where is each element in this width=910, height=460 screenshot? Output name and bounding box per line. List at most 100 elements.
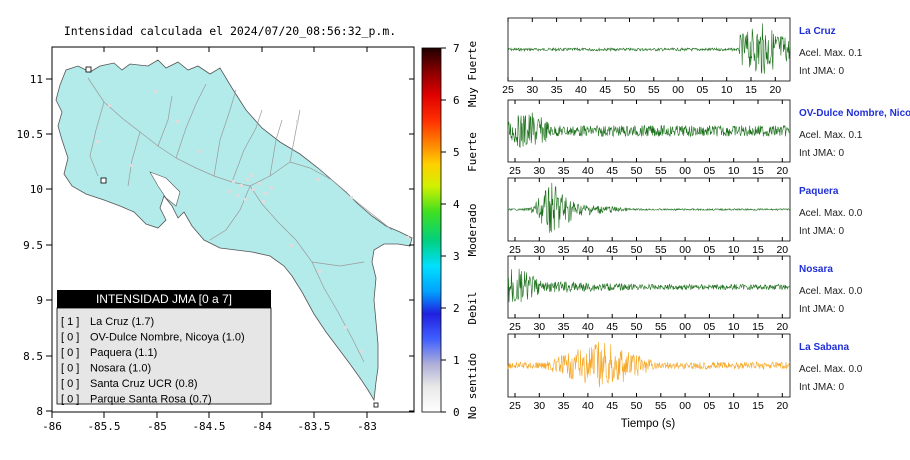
waveform-trace bbox=[507, 112, 791, 148]
time-tick-label: 15 bbox=[752, 400, 764, 412]
colorbar-gradient bbox=[421, 47, 442, 413]
legend-item-level: [ 0 ] bbox=[61, 394, 79, 406]
time-tick-label: 05 bbox=[704, 165, 716, 177]
time-tick-label: 30 bbox=[533, 244, 545, 256]
lat-tick-label: 9.5 bbox=[23, 239, 43, 252]
lon-tick-label: -83 bbox=[357, 420, 377, 433]
station-name[interactable]: La Sabana bbox=[799, 342, 849, 353]
time-tick-label: 30 bbox=[526, 84, 538, 96]
colorbar-band-label: Debil bbox=[466, 291, 479, 324]
time-tick-label: 05 bbox=[704, 244, 716, 256]
time-tick-label: 45 bbox=[599, 84, 611, 96]
lat-tick-label: 10.5 bbox=[17, 128, 44, 141]
time-tick-label: 25 bbox=[509, 244, 521, 256]
costa-rica-land bbox=[55, 59, 413, 402]
legend-item-level: [ 0 ] bbox=[61, 332, 79, 344]
colorbar-band-label: Muy Fuerte bbox=[466, 41, 479, 107]
station-name[interactable]: OV-Dulce Nombre, Nicoya bbox=[799, 108, 910, 119]
map-frame bbox=[51, 46, 415, 413]
station-accel: Acel. Max. 0.0 bbox=[799, 286, 863, 297]
station-marker-la-cruz[interactable] bbox=[85, 66, 92, 73]
colorbar-ticks: 0 1 2 3 4 5 6 7 bbox=[441, 42, 460, 419]
time-tick-label: 45 bbox=[606, 165, 618, 177]
time-tick-label: 55 bbox=[655, 244, 667, 256]
time-tick-label: 20 bbox=[776, 244, 788, 256]
time-tick-label: 20 bbox=[776, 400, 788, 412]
time-tick-label: 00 bbox=[679, 244, 691, 256]
legend-item-level: [ 0 ] bbox=[61, 363, 79, 375]
time-tick-label: 15 bbox=[745, 84, 757, 96]
time-tick-label: 25 bbox=[509, 400, 521, 412]
city-markers bbox=[96, 90, 409, 353]
station-marker-santa-cruz[interactable] bbox=[100, 177, 107, 184]
time-tick-label: 25 bbox=[509, 321, 521, 333]
time-tick-label: 25 bbox=[509, 165, 521, 177]
time-tick-label: 50 bbox=[631, 321, 643, 333]
legend-item-level: [ 0 ] bbox=[61, 378, 79, 390]
lat-tick-label: 11 bbox=[30, 73, 43, 86]
station-accel: Acel. Max. 0.1 bbox=[799, 130, 863, 141]
time-tick-label: 55 bbox=[648, 84, 660, 96]
waveform-panel: 25 30 35 40 45 50 55 00 05 10 15 20 La Cruz Acel. Max… bbox=[502, 17, 863, 96]
time-tick-label: 50 bbox=[631, 165, 643, 177]
gulf-of-nicoya bbox=[149, 171, 181, 207]
lon-tick-label: -83.5 bbox=[297, 420, 330, 433]
station-marker-sur[interactable] bbox=[373, 402, 379, 408]
station-name[interactable]: Paquera bbox=[799, 186, 839, 197]
colorbar-band-label: Moderado bbox=[466, 204, 479, 257]
station-intensity: Int JMA: 0 bbox=[799, 382, 844, 393]
time-tick-label: 00 bbox=[679, 400, 691, 412]
time-tick-label: 10 bbox=[721, 84, 733, 96]
time-tick-label: 35 bbox=[558, 400, 570, 412]
map-title: Intensidad calculada el 2024/07/20_08:56… bbox=[64, 24, 396, 38]
colorbar-band-labels: No sentido Debil Moderado Fuerte Muy Fuerte bbox=[466, 41, 479, 419]
time-tick-label: 50 bbox=[631, 400, 643, 412]
time-tick-label: 20 bbox=[769, 84, 781, 96]
legend-title: INTENSIDAD JMA [0 a 7] bbox=[96, 292, 232, 306]
station-intensity: Int JMA: 0 bbox=[799, 304, 844, 315]
colorbar-tick-label: 3 bbox=[453, 250, 460, 263]
colorbar-tick-label: 2 bbox=[453, 302, 460, 315]
time-tick-label: 45 bbox=[606, 244, 618, 256]
legend-item-label: Parque Santa Rosa (0.7) bbox=[90, 394, 212, 406]
time-tick-label: 55 bbox=[655, 165, 667, 177]
time-tick-label: 05 bbox=[704, 400, 716, 412]
station-intensity: Int JMA: 0 bbox=[799, 148, 844, 159]
waveform-trace bbox=[507, 341, 791, 388]
time-tick-label: 05 bbox=[704, 321, 716, 333]
time-tick-label: 35 bbox=[558, 165, 570, 177]
legend-item-label: Paquera (1.1) bbox=[90, 347, 157, 359]
intensity-legend: INTENSIDAD JMA [0 a 7] [ 1 ] La Cruz (1.7… bbox=[56, 290, 272, 406]
station-name[interactable]: La Cruz bbox=[799, 26, 836, 37]
waveform-panel: 25 30 35 40 45 50 55 00 05 10 15 20 Paquera Acel. Max… bbox=[507, 177, 863, 256]
time-tick-label: 20 bbox=[776, 321, 788, 333]
lat-tick-label: 8 bbox=[36, 405, 43, 418]
time-tick-label: 35 bbox=[558, 244, 570, 256]
legend-item-label: Nosara (1.0) bbox=[90, 363, 151, 375]
time-tick-label: 30 bbox=[533, 321, 545, 333]
waveform-panel: 25 30 35 40 45 50 55 00 05 10 15 20 OV-Dulce Nombre,… bbox=[507, 99, 910, 177]
legend-header-bg bbox=[57, 290, 271, 308]
lon-tick-label: -86 bbox=[42, 420, 62, 433]
map-axes: -86 -85.5 -85 -84.5 -84 -83.5 -83 11 10.5 10 9.5 9 8… bbox=[17, 47, 414, 433]
station-accel: Acel. Max. 0.0 bbox=[799, 364, 863, 375]
time-tick-label: 40 bbox=[575, 84, 587, 96]
time-tick-label: 30 bbox=[533, 165, 545, 177]
time-tick-label: 30 bbox=[533, 400, 545, 412]
legend-item-label: La Cruz (1.7) bbox=[90, 316, 154, 328]
waveform-panels: 25 30 35 40 45 50 55 00 05 10 15 20 La Cruz Acel. Max… bbox=[502, 17, 910, 412]
lat-tick-label: 9 bbox=[36, 294, 43, 307]
time-tick-label: 50 bbox=[624, 84, 636, 96]
time-tick-label: 50 bbox=[631, 244, 643, 256]
time-tick-label: 10 bbox=[728, 165, 740, 177]
road-network bbox=[87, 77, 393, 363]
legend-item-label: Santa Cruz UCR (0.8) bbox=[90, 378, 198, 390]
station-intensity: Int JMA: 0 bbox=[799, 66, 844, 77]
station-name[interactable]: Nosara bbox=[799, 264, 833, 275]
colorbar-tick-label: 6 bbox=[453, 94, 460, 107]
time-tick-label: 40 bbox=[582, 244, 594, 256]
time-tick-label: 40 bbox=[582, 400, 594, 412]
colorbar-band-label: No sentido bbox=[466, 353, 479, 419]
colorbar-band-label: Fuerte bbox=[466, 132, 479, 172]
